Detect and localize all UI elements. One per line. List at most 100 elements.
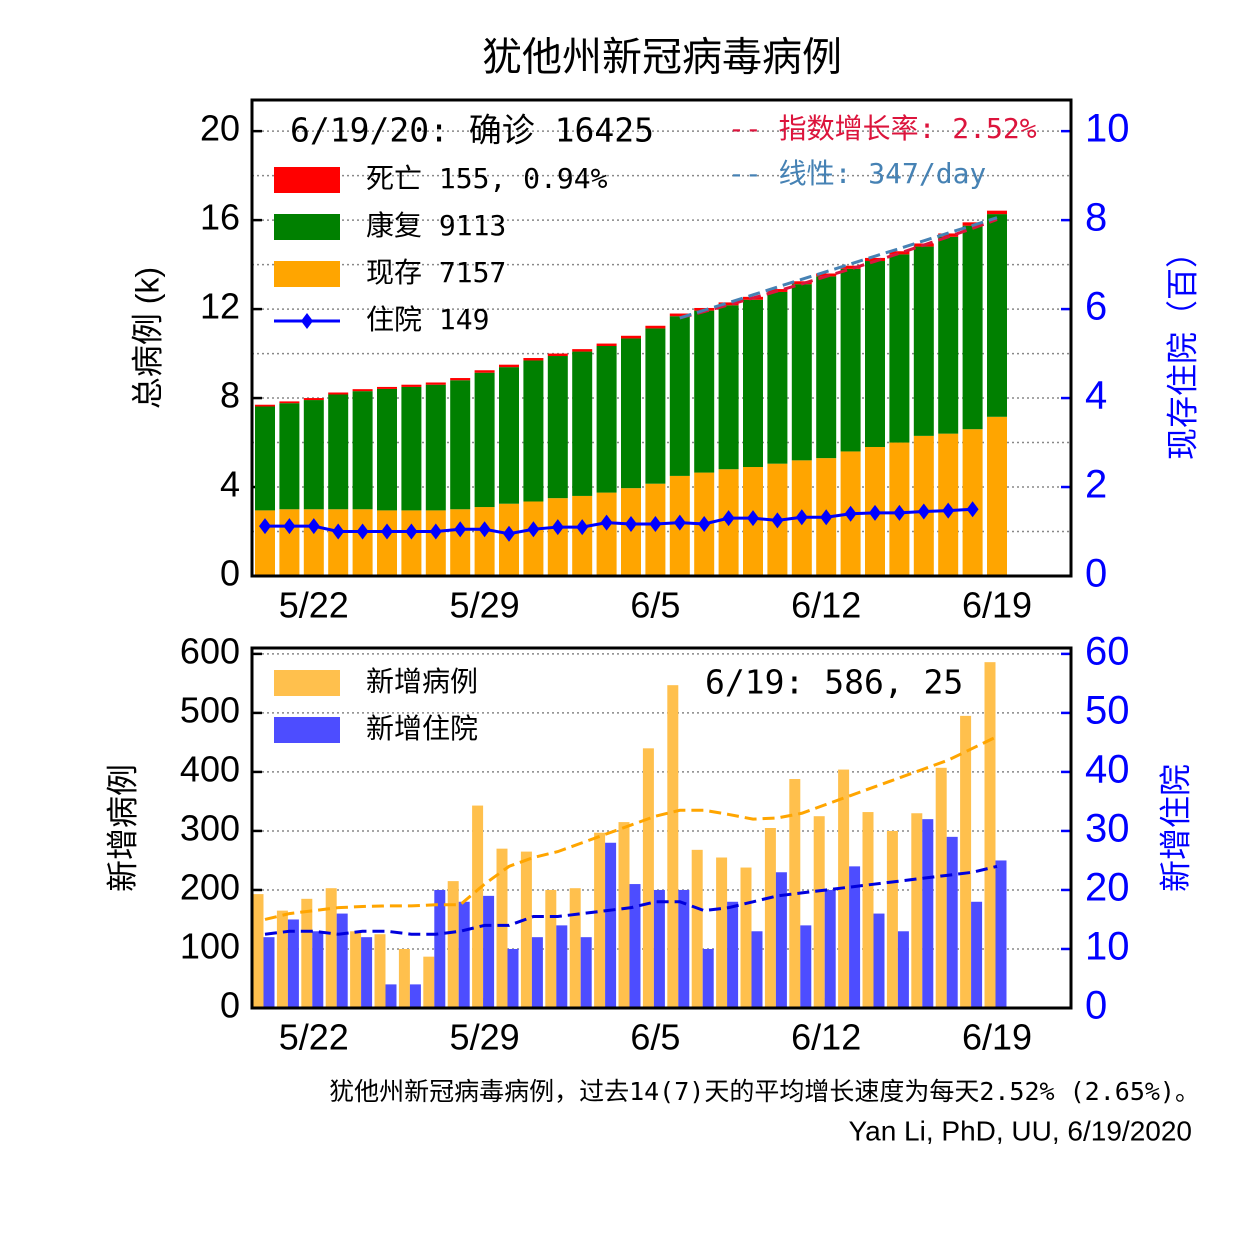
x-tick-label: 6/5 (630, 1017, 680, 1058)
bar (642, 748, 654, 1008)
bar-segment (499, 367, 519, 504)
marker (454, 521, 467, 538)
legend-marker (301, 313, 313, 329)
bar-segment (547, 498, 568, 576)
bar (618, 822, 630, 1008)
bar-segment (718, 305, 739, 470)
bar-segment (669, 316, 690, 476)
bar-segment (987, 214, 1007, 417)
x-tick-label: 5/29 (450, 585, 520, 626)
marker (942, 502, 955, 519)
bar-segment (645, 325, 666, 329)
bar-segment (987, 416, 1007, 576)
bar (678, 889, 690, 1008)
bar (629, 884, 641, 1008)
figure-title: 犹他州新冠病毒病例 (482, 36, 842, 80)
bar-segment (328, 394, 349, 510)
bar-segment (279, 401, 300, 404)
bar-segment (596, 343, 617, 347)
legend-label: 现存 7157 (366, 256, 506, 289)
bar-segment (547, 353, 568, 357)
bar (886, 830, 898, 1008)
bar-segment (621, 338, 641, 489)
marker (307, 518, 320, 535)
y-tick-label: 200 (180, 866, 240, 907)
bar-segment (328, 392, 349, 395)
y2-tick-label: 4 (1085, 374, 1107, 418)
bar-segment (694, 310, 715, 473)
bar (824, 889, 836, 1008)
bar (971, 901, 983, 1008)
y-tick-label: 4 (220, 464, 240, 505)
bar-segment (840, 265, 861, 269)
bar (935, 767, 947, 1008)
legend-swatch (274, 167, 340, 193)
bar-segment (352, 391, 373, 510)
bar (263, 937, 275, 1008)
marker (429, 523, 442, 540)
bar (531, 937, 543, 1008)
bar-segment (523, 358, 544, 361)
bar (336, 913, 348, 1008)
bar (653, 889, 665, 1008)
bar (409, 984, 421, 1008)
bar-segment (938, 233, 959, 237)
marker (551, 519, 564, 536)
bar-segment (767, 291, 788, 464)
bar (520, 851, 532, 1008)
y2-tick-label: 50 (1085, 688, 1130, 732)
marker (405, 523, 418, 540)
bar-segment (255, 406, 275, 511)
bar (800, 925, 812, 1008)
y-tick-label: 100 (180, 925, 240, 966)
bar (350, 931, 362, 1008)
bar-segment (377, 388, 397, 511)
bar-segment (450, 378, 471, 381)
bar-segment (425, 382, 446, 385)
x-tick-label: 6/12 (791, 1017, 861, 1058)
bar-segment (474, 372, 495, 508)
y-tick-label: 0 (220, 985, 240, 1026)
legend-label: 新增病例 (366, 665, 478, 698)
bar (667, 685, 679, 1008)
legend-swatch (274, 717, 340, 743)
bar-segment (401, 386, 422, 511)
bar-segment (596, 346, 617, 493)
marker (649, 515, 662, 532)
marker (820, 509, 833, 526)
bar-segment (450, 380, 471, 510)
legend-swatch (274, 261, 340, 287)
bar-segment (572, 351, 593, 496)
annotation: 6/19: 586, 25 (705, 663, 963, 702)
bar (911, 813, 923, 1008)
legend-swatch (274, 214, 340, 240)
marker (747, 510, 759, 527)
y-axis-label: 新增病例 (104, 764, 140, 892)
bar-segment (913, 246, 934, 436)
bar-segment (303, 398, 324, 401)
marker (771, 512, 784, 529)
y2-tick-label: 6 (1085, 285, 1107, 329)
bar-segment (474, 507, 495, 576)
bar (984, 662, 996, 1008)
marker (966, 501, 979, 518)
bar (496, 848, 508, 1008)
bar (447, 881, 459, 1008)
bar-segment (865, 257, 885, 262)
bar (458, 901, 470, 1008)
bar-segment (938, 236, 959, 434)
bar (483, 895, 495, 1008)
marker (795, 509, 808, 526)
bar (873, 913, 885, 1008)
bar (287, 919, 299, 1008)
bar (605, 842, 617, 1008)
marker (698, 515, 711, 532)
bar-segment (425, 384, 446, 511)
bar (813, 816, 825, 1008)
bar (775, 872, 787, 1008)
y-tick-label: 8 (220, 375, 240, 416)
y-tick-label: 0 (220, 553, 240, 594)
bar-segment (840, 268, 861, 452)
bar-segment (962, 225, 983, 430)
